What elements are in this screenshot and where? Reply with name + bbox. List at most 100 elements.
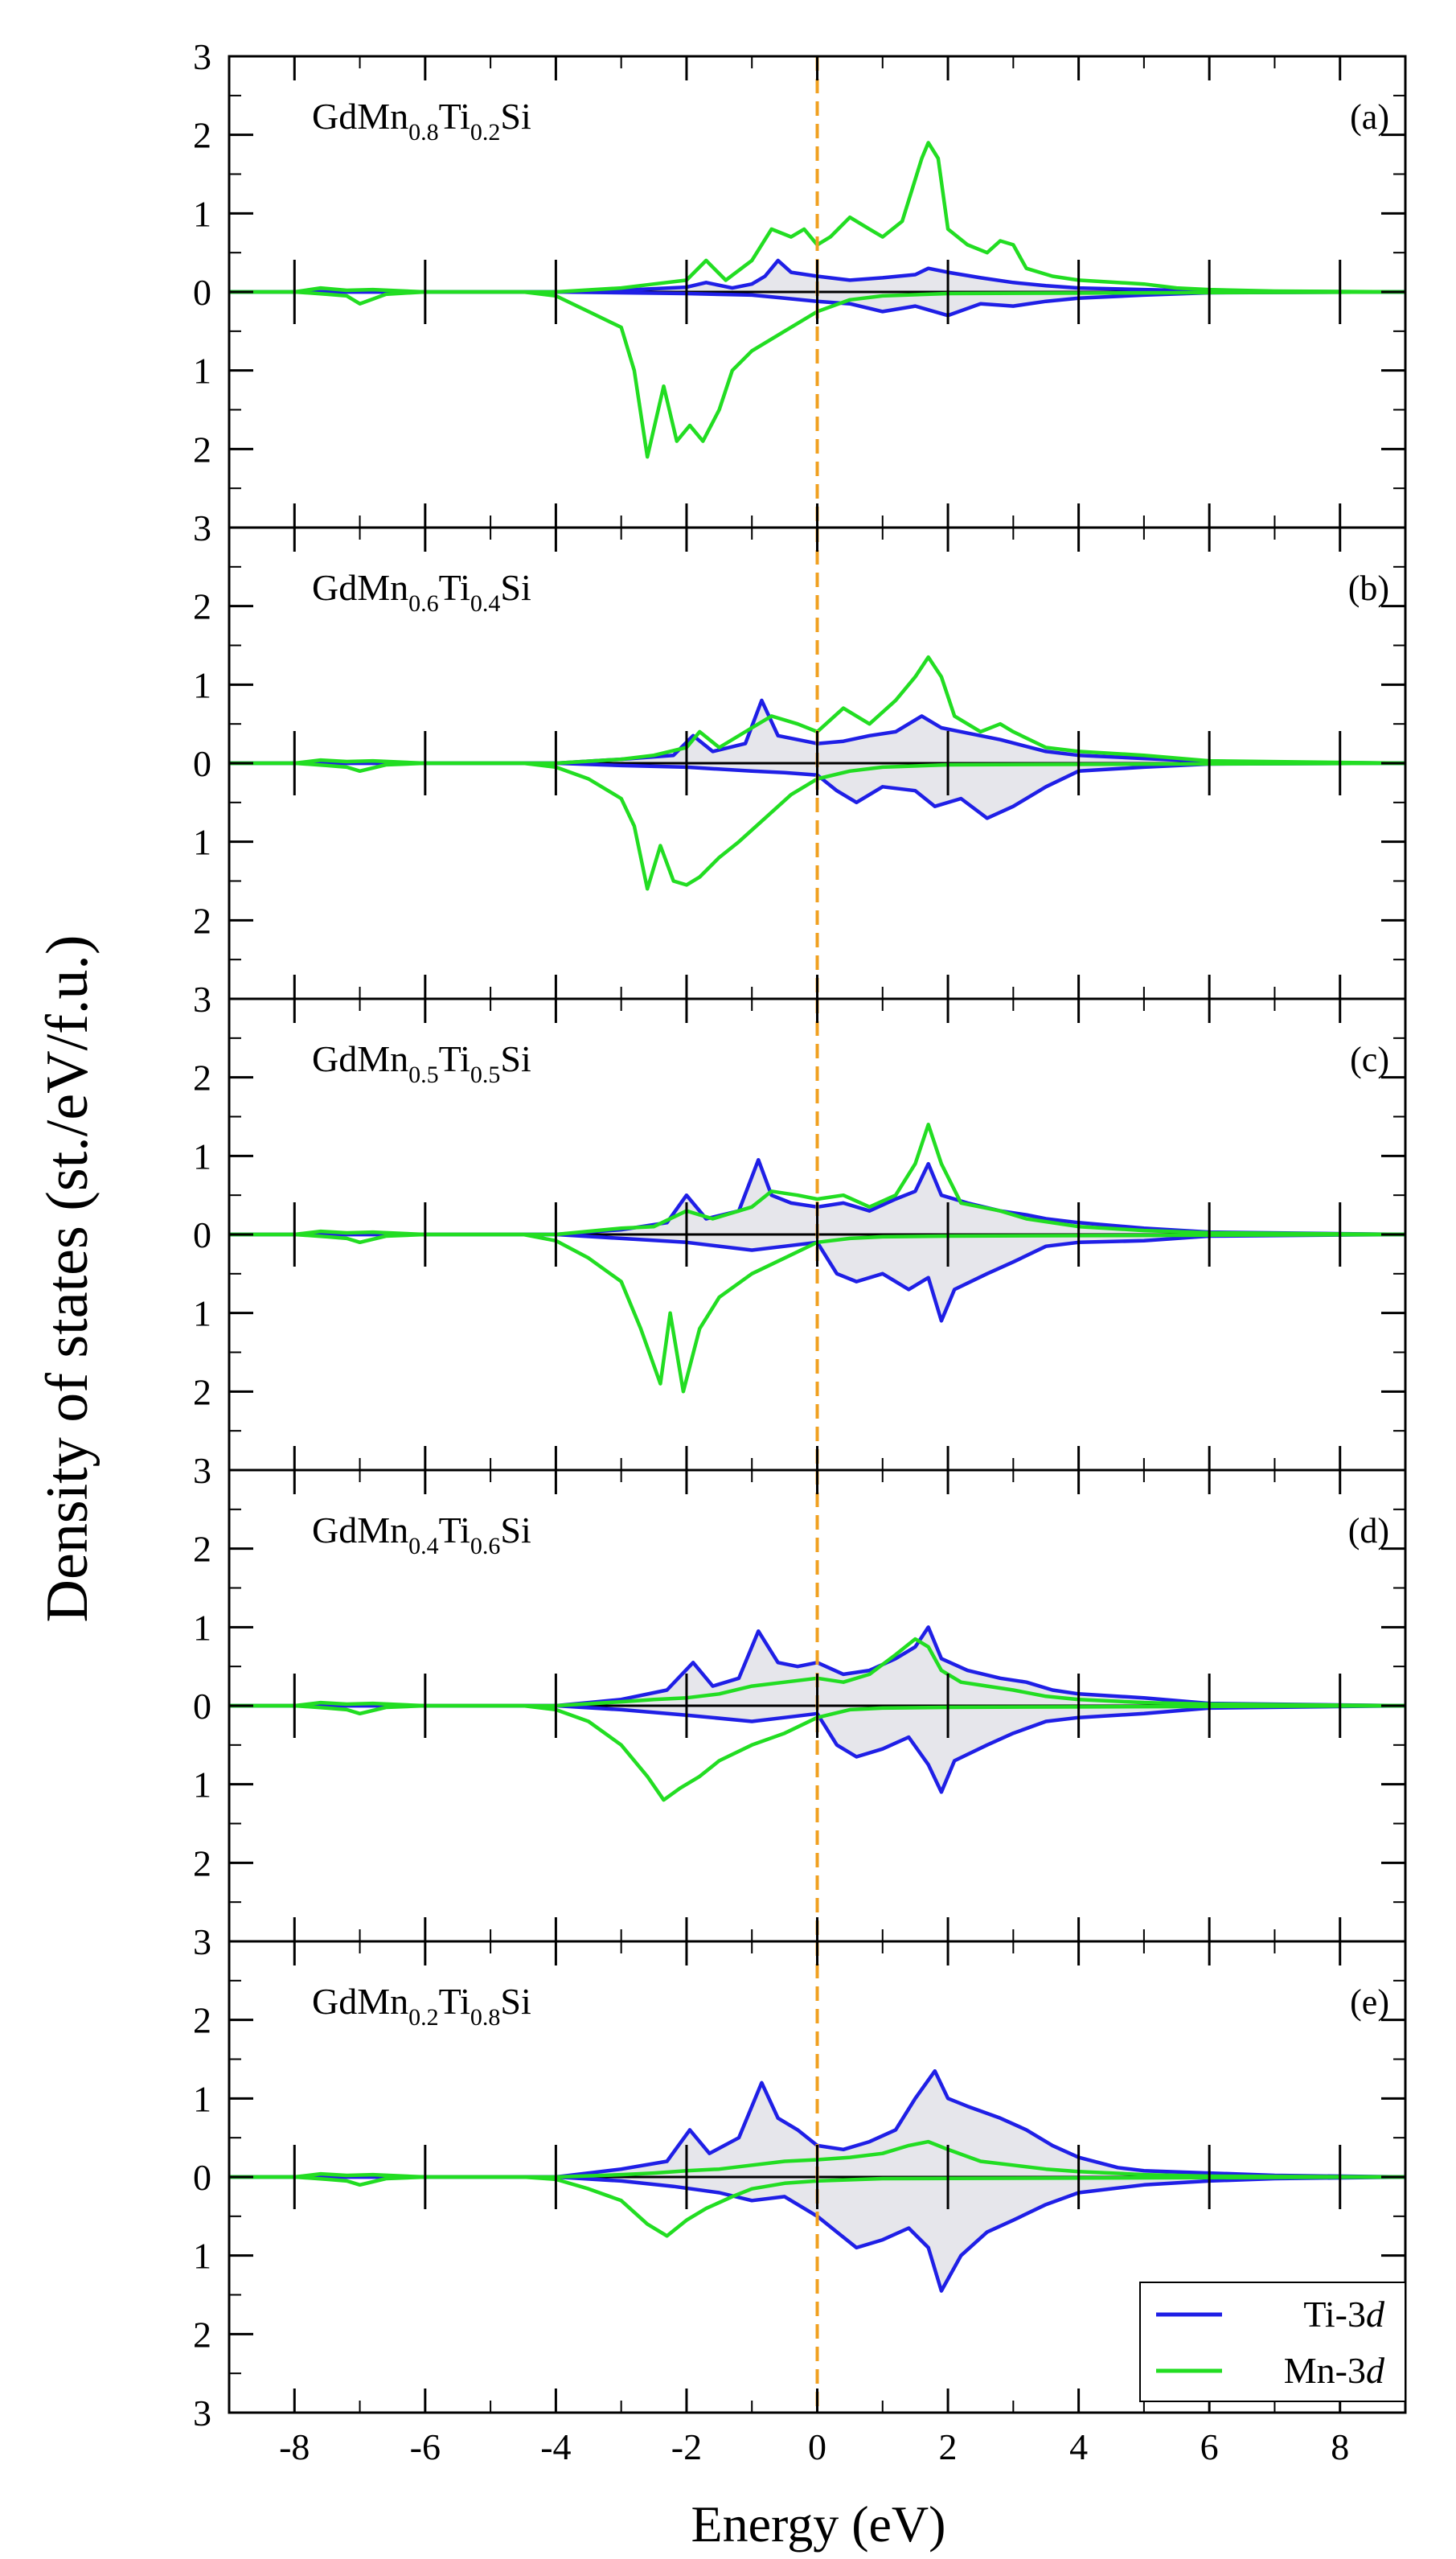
y-tick-label: 1 bbox=[193, 1764, 211, 1805]
mn-down-line bbox=[229, 290, 1406, 459]
mn-up-line bbox=[229, 2139, 1406, 2179]
composition-prefix: GdMn bbox=[312, 1510, 408, 1551]
legend-box bbox=[1139, 2282, 1406, 2402]
composition-mid: Ti bbox=[439, 96, 470, 137]
composition-mid: Ti bbox=[439, 567, 470, 608]
mn-up-line bbox=[229, 141, 1406, 294]
panel-tag: (e) bbox=[1350, 1982, 1389, 2022]
composition-ti-sub: 0.5 bbox=[470, 1062, 501, 1088]
y-tick-label: 2 bbox=[193, 115, 211, 156]
y-tick-label: 1 bbox=[193, 664, 211, 705]
y-tick-label: 0 bbox=[193, 2157, 211, 2198]
ti-down-line bbox=[229, 290, 1406, 318]
ti-down-line bbox=[229, 1232, 1406, 1323]
panel-tag: (d) bbox=[1348, 1511, 1389, 1551]
y-tick-label: 3 bbox=[193, 1921, 211, 1962]
y-tick-label: 2 bbox=[193, 1529, 211, 1570]
ti-down-line bbox=[229, 1703, 1406, 1794]
composition-mid: Ti bbox=[439, 1981, 470, 2022]
x-tick-label: -2 bbox=[671, 2426, 702, 2467]
y-tick-label: 3 bbox=[193, 2393, 211, 2434]
composition-ti-sub: 0.4 bbox=[470, 590, 501, 617]
composition-ti-sub: 0.8 bbox=[470, 2004, 501, 2031]
composition-mn-sub: 0.4 bbox=[408, 1533, 439, 1559]
composition-mn-sub: 0.8 bbox=[408, 119, 439, 146]
legend-label-ti: Ti-3d bbox=[1303, 2294, 1385, 2335]
y-tick-label: 2 bbox=[193, 586, 211, 627]
y-tick-label: 1 bbox=[193, 193, 211, 234]
x-tick-label: -4 bbox=[540, 2426, 571, 2467]
composition-suffix: Si bbox=[500, 1981, 531, 2022]
mn-up-line bbox=[229, 1637, 1406, 1708]
y-tick-label: 2 bbox=[193, 2314, 211, 2355]
x-tick-label: 8 bbox=[1331, 2426, 1349, 2467]
mn-down-line bbox=[229, 1703, 1406, 1802]
ti-down-line bbox=[229, 761, 1406, 820]
composition-mid: Ti bbox=[439, 1510, 470, 1551]
x-axis-title: Energy (eV) bbox=[691, 2495, 946, 2553]
panel-d: 3 2 1 0 1 2 GdMn0.4Ti0.6Si (d) bbox=[193, 1450, 1407, 1943]
composition-suffix: Si bbox=[500, 567, 531, 608]
composition-prefix: GdMn bbox=[312, 567, 408, 608]
composition-mn-sub: 0.2 bbox=[408, 2004, 439, 2031]
x-tick-label: 6 bbox=[1200, 2426, 1219, 2467]
panel-composition: GdMn0.4Ti0.6Si bbox=[312, 1510, 531, 1559]
y-tick-label: 3 bbox=[193, 36, 211, 77]
mn-down-line bbox=[229, 2175, 1406, 2238]
composition-suffix: Si bbox=[500, 96, 531, 137]
composition-prefix: GdMn bbox=[312, 1981, 408, 2022]
y-tick-label: 0 bbox=[193, 272, 211, 313]
y-tick-label: 0 bbox=[193, 1214, 211, 1255]
y-tick-label: 2 bbox=[193, 429, 211, 470]
composition-prefix: GdMn bbox=[312, 96, 408, 137]
y-tick-label: 2 bbox=[193, 900, 211, 941]
ti-up-shading bbox=[229, 1627, 1405, 1706]
ti-up-line bbox=[229, 1625, 1406, 1708]
x-tick-label: 0 bbox=[808, 2426, 826, 2467]
composition-prefix: GdMn bbox=[312, 1038, 408, 1079]
panel-e: 3 2 1 0 1 2 3 GdMn0.2Ti0.8Si (e) bbox=[193, 1921, 1407, 2434]
x-tick-label: 2 bbox=[939, 2426, 958, 2467]
y-tick-label: 2 bbox=[193, 1842, 211, 1883]
y-tick-label: 0 bbox=[193, 1686, 211, 1727]
composition-suffix: Si bbox=[500, 1038, 531, 1079]
y-tick-label: 1 bbox=[193, 1607, 211, 1648]
ti-up-line bbox=[229, 2068, 1406, 2179]
panel-composition: GdMn0.5Ti0.5Si bbox=[312, 1038, 531, 1088]
panel-tag: (c) bbox=[1350, 1040, 1389, 1079]
panel-composition: GdMn0.6Ti0.4Si bbox=[312, 567, 531, 617]
panel-composition: GdMn0.8Ti0.2Si bbox=[312, 96, 531, 146]
panel-tag: (b) bbox=[1348, 569, 1389, 608]
composition-mn-sub: 0.5 bbox=[408, 1062, 439, 1088]
y-tick-label: 1 bbox=[193, 2078, 211, 2119]
ti-down-line bbox=[229, 2175, 1406, 2293]
x-tick-label: -6 bbox=[410, 2426, 441, 2467]
y-axis-title: Density of states (st./eV/f.u.) bbox=[35, 935, 100, 1623]
composition-ti-sub: 0.2 bbox=[470, 119, 501, 146]
y-tick-label: 2 bbox=[193, 1058, 211, 1099]
y-tick-label: 1 bbox=[193, 2236, 211, 2277]
y-tick-label: 2 bbox=[193, 1371, 211, 1412]
panel-composition: GdMn0.2Ti0.8Si bbox=[312, 1981, 531, 2031]
y-tick-label: 3 bbox=[193, 979, 211, 1020]
ti-up-line bbox=[229, 258, 1406, 294]
mn-down-line bbox=[229, 761, 1406, 891]
y-tick-label: 0 bbox=[193, 743, 211, 784]
y-tick-label: 1 bbox=[193, 1293, 211, 1334]
composition-suffix: Si bbox=[500, 1510, 531, 1551]
y-tick-label: 1 bbox=[193, 1136, 211, 1177]
legend-label-mn: Mn-3d bbox=[1284, 2350, 1385, 2391]
legend: Ti-3d Mn-3d bbox=[1139, 2282, 1406, 2402]
x-tick-label: -8 bbox=[279, 2426, 310, 2467]
y-tick-label: 3 bbox=[193, 1450, 211, 1491]
panel-a: 3 2 1 0 1 2 GdMn0.8Ti0.2Si (a) bbox=[193, 36, 1407, 529]
y-tick-label: 3 bbox=[193, 507, 211, 548]
mn-down-line bbox=[229, 1232, 1406, 1394]
composition-mid: Ti bbox=[439, 1038, 470, 1079]
panel-b: 3 2 1 0 1 2 GdMn0.6Ti0.4Si (b) bbox=[193, 507, 1407, 1000]
composition-mn-sub: 0.6 bbox=[408, 590, 439, 617]
